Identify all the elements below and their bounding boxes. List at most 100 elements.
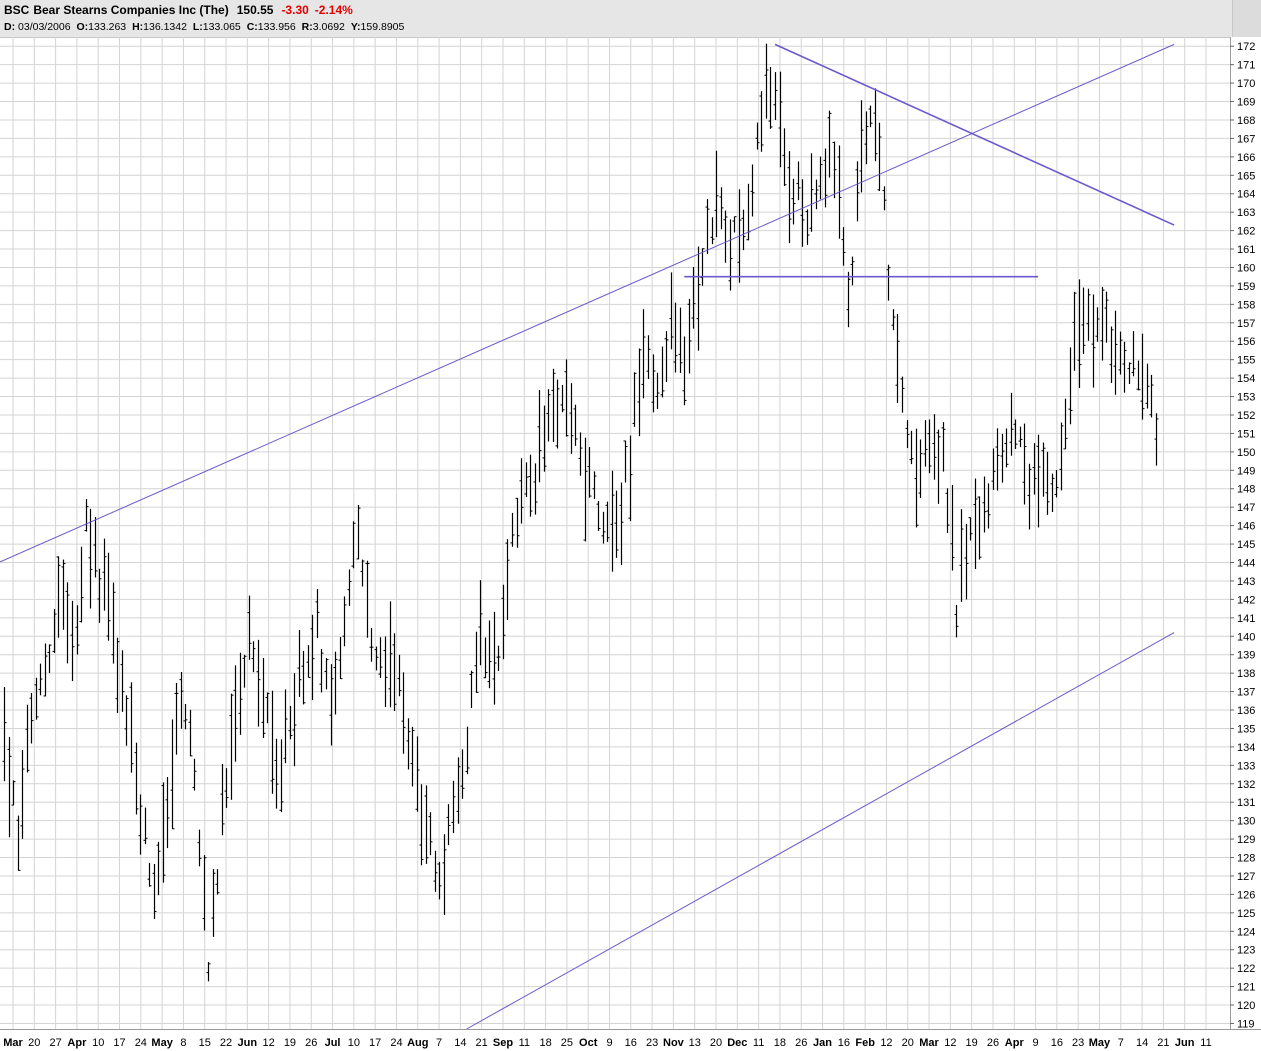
ohlc-bar — [755, 122, 760, 150]
x-tick-label: 23 — [1072, 1037, 1084, 1049]
ohlc-bar — [301, 650, 306, 705]
ohlc-bar — [864, 111, 869, 165]
y-tick-label: 172 — [1237, 41, 1255, 53]
ohlc-bar — [224, 768, 229, 808]
ohlc-bar — [719, 187, 724, 230]
x-tick-label: 26 — [987, 1037, 999, 1049]
y-tick-label: 135 — [1237, 723, 1255, 735]
y-tick-label: 123 — [1237, 945, 1255, 957]
x-tick-label: 21 — [1157, 1037, 1169, 1049]
ohlc-bar — [968, 517, 973, 541]
ohlc-bar — [52, 608, 57, 654]
x-tick-label: 11 — [519, 1037, 530, 1049]
ohlc-bar — [424, 785, 429, 864]
ohlc-bar — [220, 763, 225, 836]
ohlc-bar — [138, 794, 143, 855]
ohlc-bar — [632, 372, 637, 427]
ohlc-bar — [991, 448, 996, 490]
ohlc-bar — [1009, 392, 1014, 456]
ohlc-bar — [152, 864, 157, 919]
ohlc-bar — [43, 643, 48, 697]
ohlc-bar — [560, 384, 565, 413]
ohlc-bar — [456, 757, 461, 824]
close-label: C: — [246, 21, 258, 33]
trendline-2[interactable] — [774, 43, 1175, 226]
ohlc-bar — [446, 804, 451, 846]
ohlc-bar — [1000, 433, 1005, 483]
ohlc-bar — [510, 512, 515, 547]
trendline-4[interactable] — [466, 632, 1175, 1030]
ohlc-bar — [433, 850, 438, 892]
ohlc-bar — [1154, 413, 1159, 466]
grid — [0, 37, 1230, 1029]
ohlc-bar — [338, 636, 343, 680]
ohlc-bar — [410, 726, 415, 787]
price-change: -3.30 — [281, 3, 309, 17]
ohlc-bar — [501, 584, 506, 660]
ohlc-bar — [1118, 331, 1123, 375]
ohlc-bar — [542, 405, 547, 472]
y-tick-label: 168 — [1237, 115, 1255, 127]
ohlc-bar — [279, 739, 284, 813]
ohlc-bar — [927, 419, 932, 474]
ohlc-bar — [818, 156, 823, 200]
ohlc-bar — [333, 651, 338, 715]
x-tick-label: Mar — [919, 1037, 939, 1049]
x-tick-label: 18 — [539, 1037, 551, 1049]
title-line: BSC Bear Stearns Companies Inc (The) 150.5… — [4, 3, 353, 17]
ohlc-bar — [310, 614, 315, 701]
ohlc-bar — [809, 153, 814, 232]
ohlc-bar — [950, 484, 955, 571]
ohlc-bar — [16, 815, 21, 871]
ohlc-bar — [1050, 473, 1055, 512]
ohlc-bar — [914, 428, 919, 528]
ohlc-bar — [56, 556, 61, 638]
y-tick-label: 144 — [1237, 558, 1255, 570]
x-tick-label: 8 — [180, 1037, 186, 1049]
x-tick-label: 7 — [436, 1037, 442, 1049]
ohlc-bar — [437, 861, 442, 900]
ohlc-bar — [179, 671, 184, 729]
x-tick-label: 11 — [753, 1037, 764, 1049]
x-tick-label: Oct — [579, 1037, 598, 1049]
trendline-1[interactable] — [0, 43, 1175, 566]
ohlc-bar — [129, 682, 134, 773]
x-tick-label: Jun — [238, 1037, 258, 1049]
y-tick-label: 136 — [1237, 705, 1255, 717]
ohlc-bar — [546, 389, 551, 442]
y-tick-label: 158 — [1237, 299, 1255, 311]
ohlc-bar — [401, 672, 406, 754]
ohlc-bar — [1054, 470, 1059, 498]
ohlc-bar — [183, 704, 188, 730]
ohlc-bar — [1041, 442, 1046, 497]
y-tick-label: 164 — [1237, 189, 1255, 201]
ohlc-bar — [1104, 291, 1109, 343]
ohlc-bar — [1032, 443, 1037, 495]
y-tick-label: 130 — [1237, 816, 1255, 828]
ohlc-bar — [451, 780, 456, 834]
ohlc-bar — [324, 658, 329, 690]
ohlc-bar — [923, 420, 928, 467]
price-chart[interactable]: 1721711701691681671661651641631621611601… — [0, 37, 1261, 1051]
y-tick-label: 145 — [1237, 539, 1255, 551]
ohlc-bar — [669, 272, 674, 350]
x-tick-label: Mar — [3, 1037, 23, 1049]
ohlc-bar — [496, 645, 501, 671]
x-tick-label: 10 — [92, 1037, 104, 1049]
y-tick-label: 169 — [1237, 97, 1255, 109]
ohlc-bar — [732, 216, 737, 233]
ohlc-bar — [710, 217, 715, 245]
ohlc-bar — [356, 504, 361, 560]
ohlc-bar — [877, 122, 882, 192]
ohlc-bar — [750, 164, 755, 217]
ohlc-bar — [555, 379, 560, 449]
y-tick-label: 124 — [1237, 926, 1255, 938]
ohlc-bar — [297, 630, 302, 697]
ohlc-bar — [20, 749, 25, 839]
ohlc-bar — [551, 368, 556, 442]
ohlc-bar — [238, 652, 243, 735]
y-tick-label: 149 — [1237, 465, 1255, 477]
ohlc-bar — [478, 580, 483, 666]
ohlc-bar — [34, 677, 39, 720]
ohlc-bar — [251, 641, 256, 673]
